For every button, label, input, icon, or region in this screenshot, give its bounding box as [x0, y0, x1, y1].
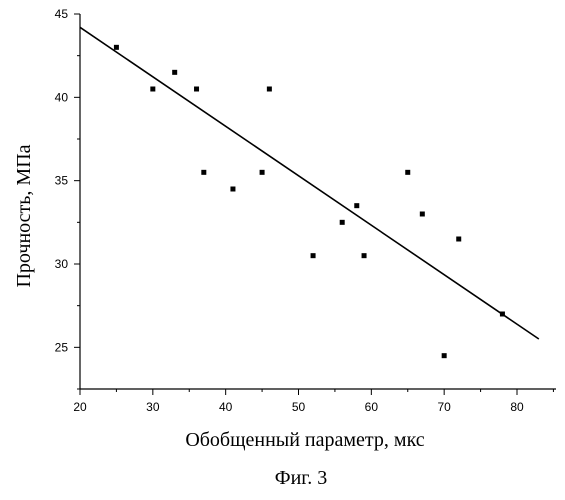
y-ticks: 25 30 35 40 45: [55, 7, 80, 389]
x-ticks: 20 30 40 50 60 70 80: [73, 389, 553, 414]
data-point: [500, 312, 505, 317]
y-tick-label: 40: [55, 90, 69, 104]
x-axis-title: Обобщенный параметр, мкс: [185, 429, 424, 451]
data-point: [194, 87, 199, 92]
data-point: [230, 187, 235, 192]
data-points: [114, 45, 505, 358]
data-point: [260, 170, 265, 175]
data-point: [267, 87, 272, 92]
axes: [80, 14, 556, 389]
data-point: [150, 87, 155, 92]
figure-caption: Фиг. 3: [275, 467, 327, 489]
x-tick-label: 70: [437, 400, 451, 414]
data-point: [456, 237, 461, 242]
data-point: [354, 203, 359, 208]
data-point: [362, 253, 367, 258]
y-tick-label: 25: [55, 340, 69, 354]
data-point: [340, 220, 345, 225]
data-point: [442, 353, 447, 358]
x-tick-label: 20: [73, 400, 87, 414]
data-point: [114, 45, 119, 50]
y-tick-label: 45: [55, 7, 69, 21]
trendline-group: [80, 27, 539, 339]
data-point: [201, 170, 206, 175]
trendline: [80, 27, 539, 339]
x-tick-label: 50: [292, 400, 306, 414]
y-tick-label: 30: [55, 257, 69, 271]
x-tick-label: 80: [510, 400, 524, 414]
x-tick-label: 60: [365, 400, 379, 414]
data-point: [172, 70, 177, 75]
y-axis-title: Прочность, МПа: [13, 144, 35, 287]
data-point: [420, 212, 425, 217]
y-tick-label: 35: [55, 174, 69, 188]
data-point: [311, 253, 316, 258]
x-tick-label: 40: [219, 400, 233, 414]
x-tick-label: 30: [146, 400, 160, 414]
data-point: [405, 170, 410, 175]
